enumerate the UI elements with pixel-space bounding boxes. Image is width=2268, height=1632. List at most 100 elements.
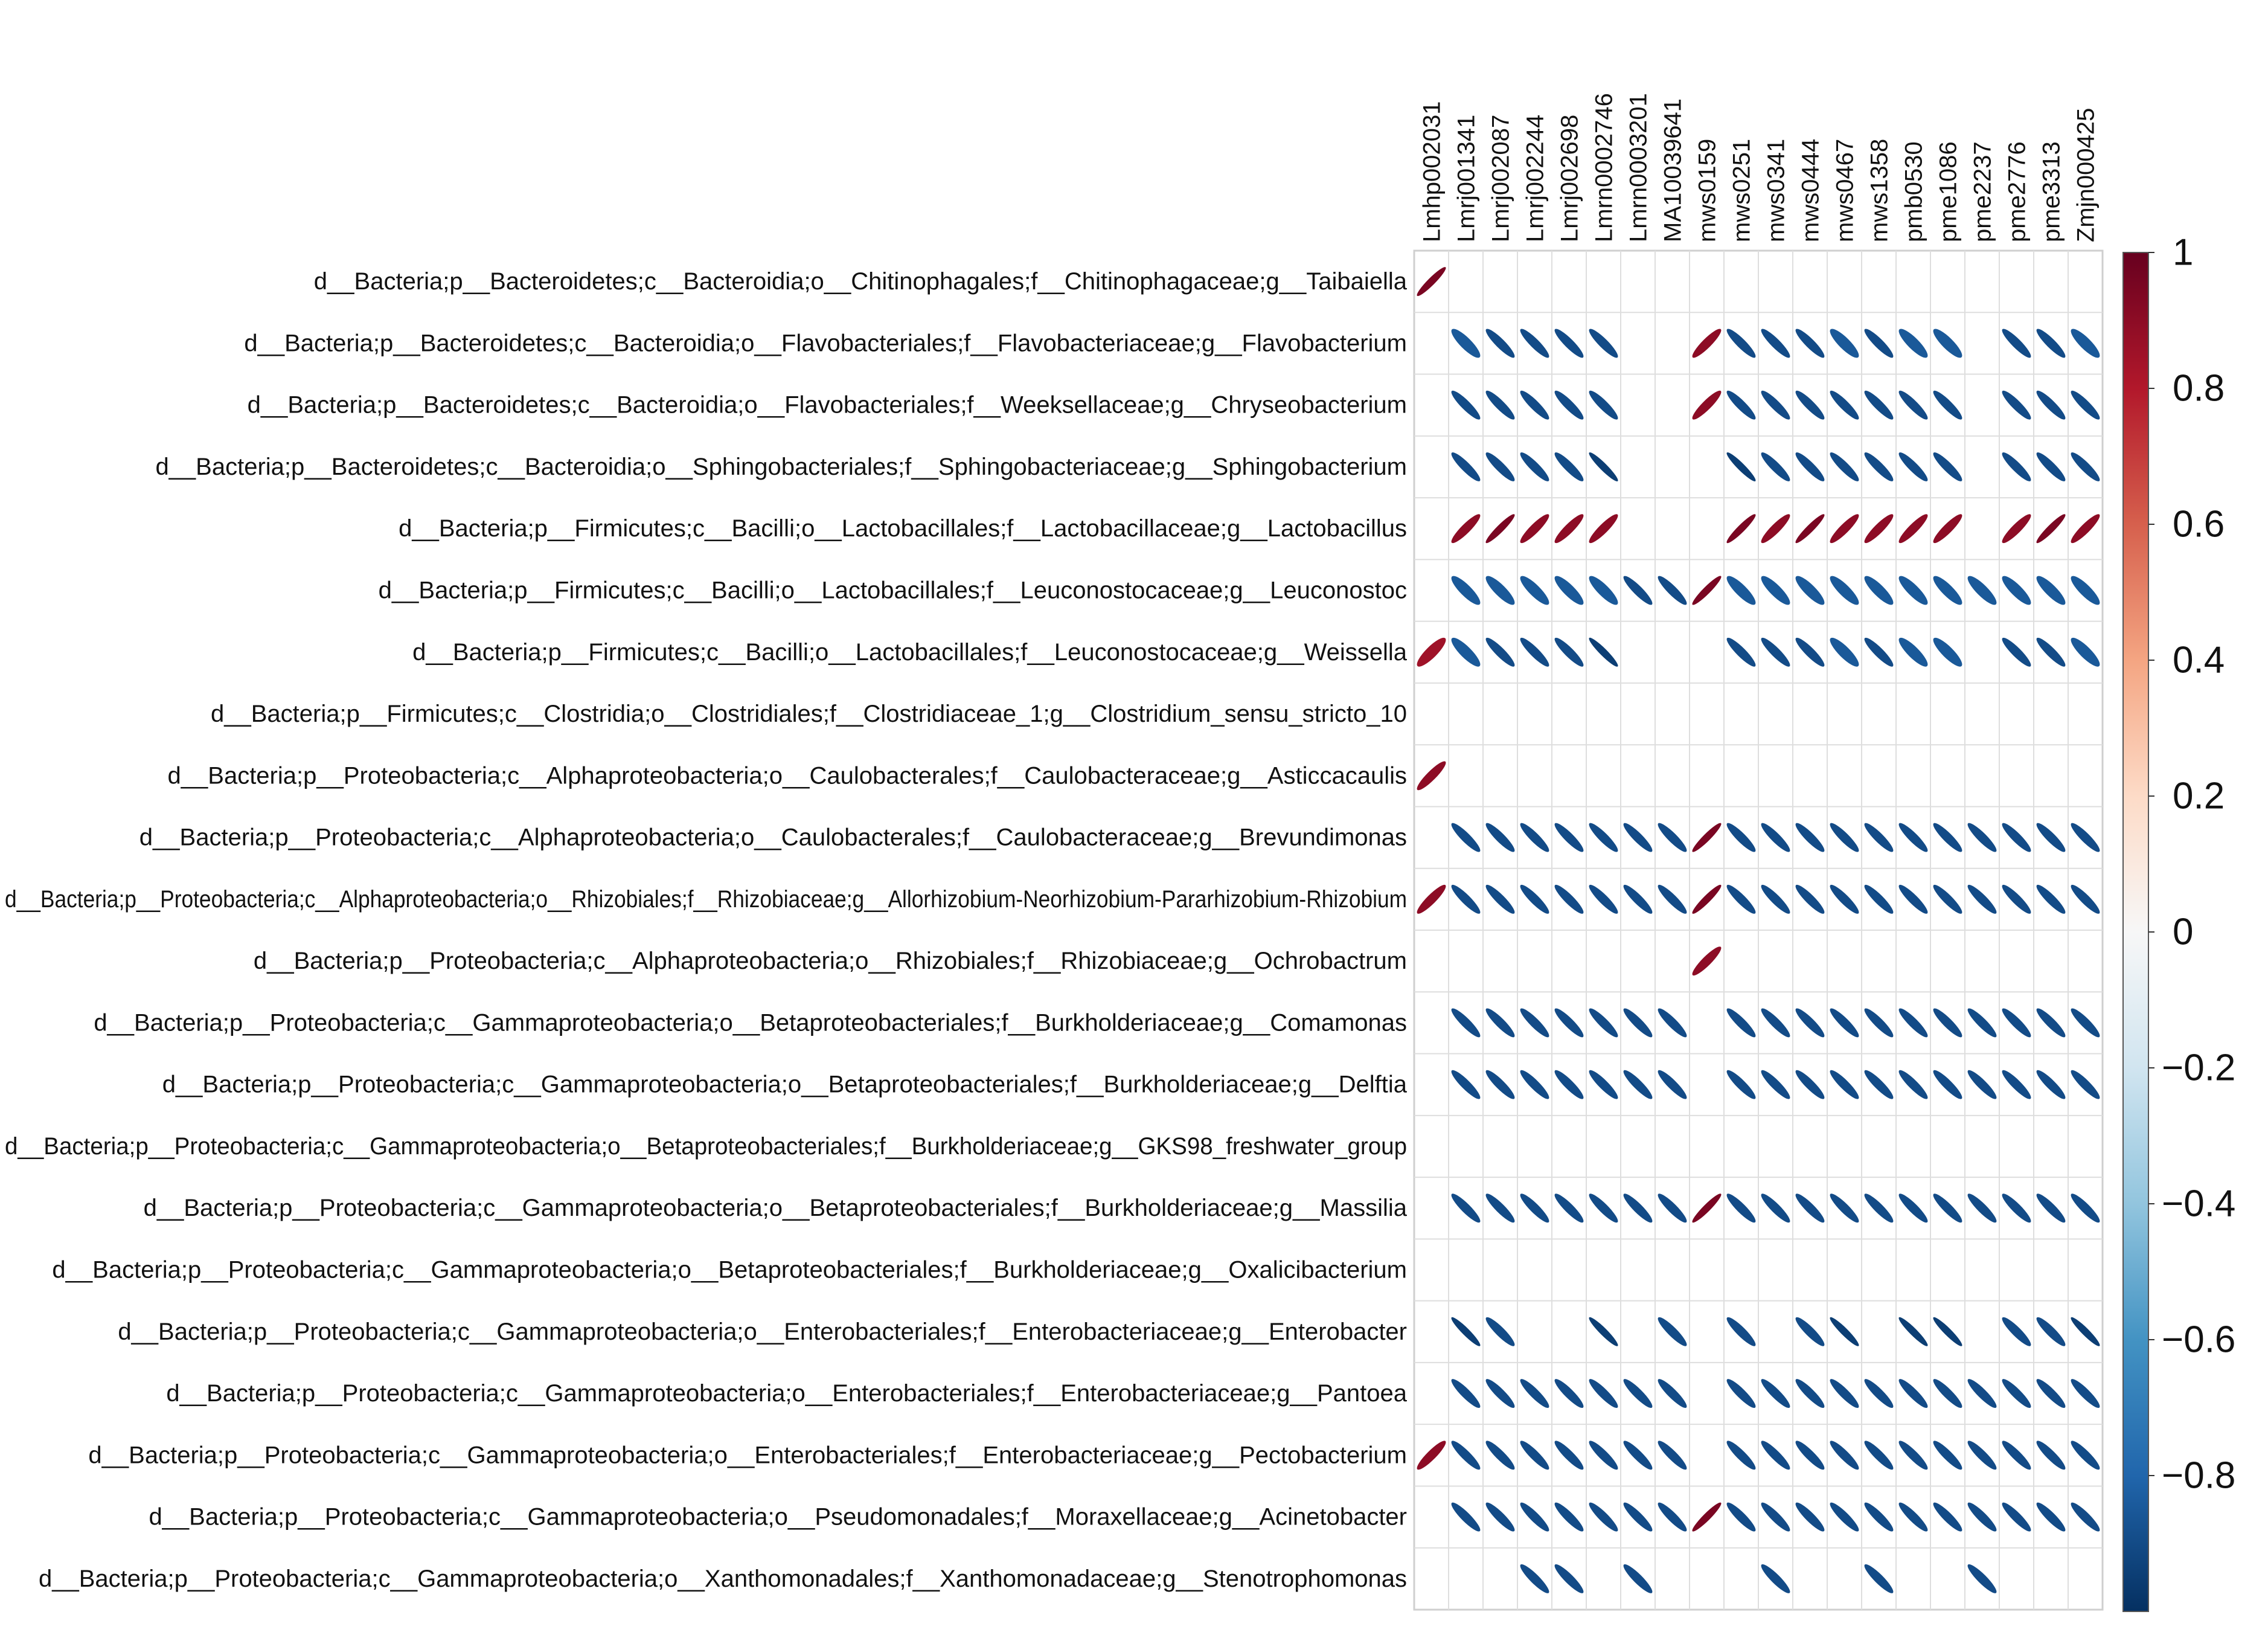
correlation-ellipse: [1864, 452, 1894, 481]
correlation-ellipse: [1967, 1070, 1997, 1099]
correlation-ellipse: [1761, 823, 1790, 852]
correlation-ellipse: [1795, 1317, 1825, 1346]
correlation-ellipse: [1451, 390, 1481, 420]
correlation-ellipse: [1761, 452, 1790, 481]
correlation-ellipse: [1554, 1070, 1584, 1099]
correlation-ellipse: [2071, 329, 2100, 358]
correlation-ellipse: [1864, 390, 1894, 420]
correlation-ellipse: [1761, 1070, 1790, 1099]
correlation-ellipse: [2002, 1379, 2031, 1408]
correlation-ellipse: [1761, 514, 1790, 544]
correlation-ellipse: [1417, 267, 1446, 297]
correlation-ellipse: [1589, 1070, 1618, 1099]
color-bar-tick-label: 0: [2173, 911, 2193, 953]
correlation-ellipse: [2036, 576, 2066, 605]
correlation-ellipse: [1692, 1193, 1722, 1223]
correlation-ellipse: [1485, 1070, 1515, 1099]
correlation-ellipse: [1795, 390, 1825, 420]
column-label: Lmrj002087: [1488, 115, 1514, 242]
correlation-ellipse: [1830, 329, 1859, 358]
correlation-ellipse: [2071, 1070, 2100, 1099]
row-label: d__Bacteria;p__Proteobacteria;c__Alphapr…: [139, 824, 1407, 851]
correlation-ellipse: [1830, 1070, 1859, 1099]
correlation-ellipse: [1623, 1502, 1653, 1532]
color-bar-tick-label: 1: [2173, 232, 2193, 274]
column-label: mws0251: [1729, 139, 1755, 242]
correlation-ellipse: [1726, 1193, 1756, 1223]
correlation-ellipse: [1726, 637, 1756, 667]
correlation-ellipse: [1933, 1193, 1962, 1223]
correlation-ellipse: [1554, 637, 1584, 667]
correlation-ellipse: [1623, 1070, 1653, 1099]
correlation-ellipse: [1451, 1317, 1481, 1346]
correlation-ellipse: [1623, 884, 1653, 914]
correlation-ellipse: [1898, 823, 1928, 852]
correlation-ellipse: [1933, 823, 1962, 852]
correlation-ellipse: [1554, 884, 1584, 914]
row-label: d__Bacteria;p__Proteobacteria;c__Gammapr…: [144, 1195, 1408, 1221]
correlation-ellipse: [1658, 1379, 1687, 1408]
correlation-ellipse: [1726, 1441, 1756, 1470]
correlation-ellipse: [2071, 637, 2100, 667]
row-label: d__Bacteria;p__Proteobacteria;c__Gammapr…: [88, 1442, 1407, 1468]
correlation-ellipse: [1623, 576, 1653, 605]
correlation-ellipse: [1485, 329, 1515, 358]
correlation-ellipse: [1520, 1441, 1549, 1470]
correlation-ellipse: [1485, 823, 1515, 852]
correlation-ellipse: [1692, 390, 1722, 420]
correlation-ellipse: [1830, 1317, 1859, 1346]
correlation-ellipse: [1830, 1008, 1859, 1038]
correlation-ellipse: [1520, 329, 1549, 358]
correlation-ellipse: [1417, 637, 1446, 667]
correlation-ellipse: [1795, 884, 1825, 914]
correlation-ellipse: [1520, 514, 1549, 544]
correlation-ellipse: [1864, 1441, 1894, 1470]
row-label: d__Bacteria;p__Proteobacteria;c__Gammapr…: [166, 1380, 1407, 1407]
correlation-ellipse: [1830, 1379, 1859, 1408]
correlation-ellipse: [1898, 1070, 1928, 1099]
row-label: d__Bacteria;p__Bacteroidetes;c__Bacteroi…: [155, 454, 1407, 480]
correlation-ellipse: [1417, 761, 1446, 791]
correlation-ellipse: [1485, 514, 1515, 544]
correlation-ellipse: [2036, 390, 2066, 420]
correlation-ellipse: [1898, 329, 1928, 358]
column-label: Lmrn0002746: [1591, 93, 1618, 242]
correlation-ellipse: [2036, 514, 2066, 544]
correlation-ellipse: [1485, 637, 1515, 667]
correlation-ellipse: [1761, 329, 1790, 358]
correlation-ellipse: [1967, 823, 1997, 852]
correlation-ellipse: [1726, 514, 1756, 544]
column-label: pme2776: [2004, 141, 2031, 242]
column-label: mws0341: [1763, 139, 1790, 242]
correlation-ellipse: [1623, 1441, 1653, 1470]
correlation-ellipse: [1933, 329, 1962, 358]
correlation-ellipse: [2071, 1379, 2100, 1408]
column-label: mws1358: [1866, 139, 1893, 242]
correlation-ellipse: [1761, 1502, 1790, 1532]
correlation-ellipse: [1761, 576, 1790, 605]
correlation-ellipse: [2071, 1193, 2100, 1223]
correlation-ellipse: [1451, 637, 1481, 667]
correlation-ellipse: [1967, 884, 1997, 914]
row-label: d__Bacteria;p__Proteobacteria;c__Gammapr…: [94, 1009, 1407, 1036]
correlation-ellipse: [1589, 637, 1618, 667]
correlation-ellipse: [1589, 514, 1618, 544]
correlation-ellipse: [1726, 1317, 1756, 1346]
row-label: d__Bacteria;p__Firmicutes;c__Clostridia;…: [211, 701, 1407, 727]
row-label: d__Bacteria;p__Proteobacteria;c__Gammapr…: [162, 1071, 1408, 1098]
correlation-ellipse: [1830, 576, 1859, 605]
correlation-ellipse: [1554, 1193, 1584, 1223]
correlation-ellipse: [2036, 1502, 2066, 1532]
correlation-ellipse: [2036, 1193, 2066, 1223]
correlation-ellipse: [1623, 1193, 1653, 1223]
column-label: mws0159: [1694, 139, 1721, 242]
correlation-ellipse: [1485, 1441, 1515, 1470]
correlation-ellipse: [1898, 637, 1928, 667]
column-label: pme3313: [2039, 141, 2065, 242]
row-label: d__Bacteria;p__Proteobacteria;c__Gammapr…: [39, 1566, 1407, 1592]
correlation-ellipse: [2071, 390, 2100, 420]
correlation-ellipse: [1589, 884, 1618, 914]
correlation-ellipse: [1933, 884, 1962, 914]
correlation-ellipse: [1692, 576, 1722, 605]
